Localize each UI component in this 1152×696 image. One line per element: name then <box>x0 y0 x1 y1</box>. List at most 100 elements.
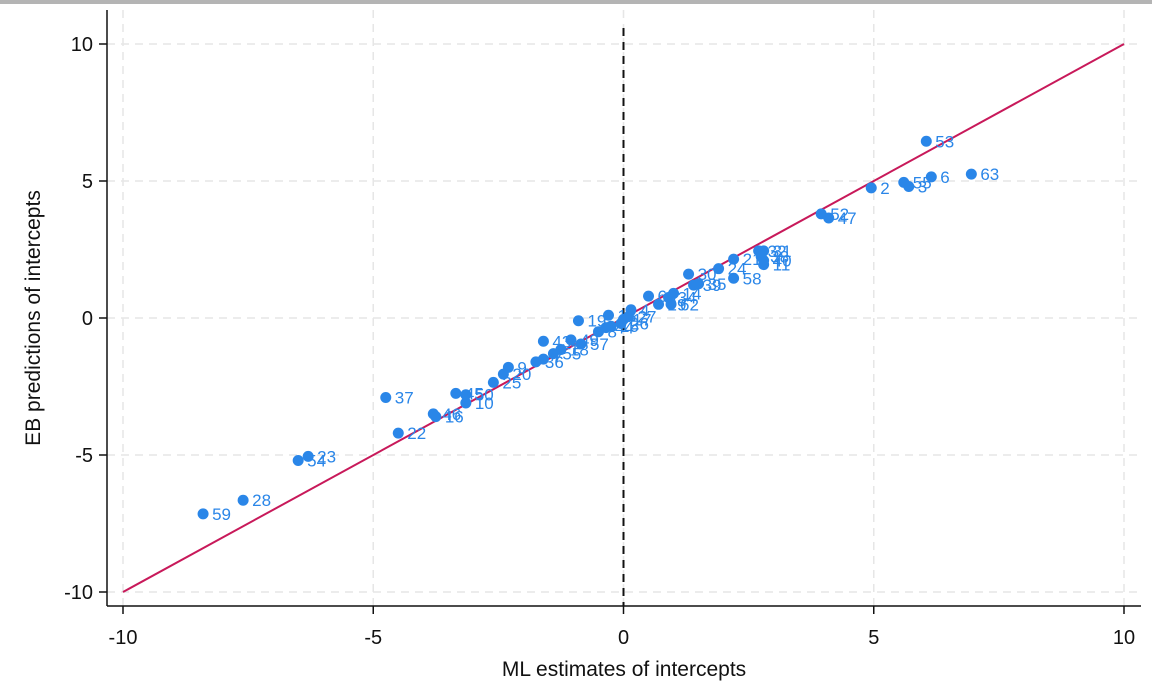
point-label: 10 <box>475 394 494 413</box>
point-label: 53 <box>935 132 954 151</box>
data-point <box>555 344 567 356</box>
point-labels: 5928542322374616455010259203674355184957… <box>212 132 999 524</box>
point-label: 14 <box>683 284 702 303</box>
point-label: 37 <box>395 388 414 407</box>
point-label: 59 <box>212 505 231 524</box>
point-label: 2 <box>880 179 889 198</box>
point-label: 6 <box>940 168 949 187</box>
point-label: 55 <box>913 173 932 192</box>
data-point <box>602 309 614 321</box>
point-label: 18 <box>570 341 589 360</box>
point-label: 62 <box>680 295 699 314</box>
data-point <box>865 182 877 194</box>
data-point <box>450 387 462 399</box>
point-label: 36 <box>545 353 564 372</box>
data-point <box>728 253 740 265</box>
data-point <box>487 376 499 388</box>
point-label: 57 <box>590 335 609 354</box>
data-point <box>920 135 932 147</box>
point-label: 34 <box>678 288 697 307</box>
data-point <box>965 168 977 180</box>
point-label: 29 <box>668 295 687 314</box>
point-label: 23 <box>317 447 336 466</box>
data-point <box>758 259 770 271</box>
x-tick-labels: -10 -5 0 5 10 <box>109 627 1136 649</box>
data-points <box>197 135 977 520</box>
top-border <box>0 0 1152 4</box>
point-label: 11 <box>773 256 791 275</box>
point-label: 44 <box>615 319 634 338</box>
point-label: 30 <box>698 265 717 284</box>
point-label: 31 <box>773 242 792 261</box>
point-label: 50 <box>475 386 494 405</box>
point-label: 54 <box>307 451 326 470</box>
point-label: 8 <box>607 323 616 342</box>
data-point <box>728 272 740 284</box>
data-point <box>925 171 937 183</box>
point-label: 22 <box>407 424 426 443</box>
x-tick-label: 0 <box>618 627 629 649</box>
data-point <box>197 508 209 520</box>
data-point <box>237 494 249 506</box>
data-point <box>460 397 472 409</box>
x-tick-label: -5 <box>364 627 382 649</box>
point-label: 35 <box>708 275 727 294</box>
data-point <box>605 320 617 332</box>
point-label: 26 <box>630 314 649 333</box>
data-point <box>460 389 472 401</box>
point-label: 9 <box>517 358 526 377</box>
data-point <box>380 391 392 403</box>
point-label: 32 <box>768 242 787 261</box>
point-label: 27 <box>638 308 657 327</box>
data-point <box>575 338 587 350</box>
y-tick-label: 5 <box>82 171 93 193</box>
point-label: 40 <box>773 251 792 270</box>
y-axis-title: EB predictions of intercepts <box>22 190 45 446</box>
point-label: 19 <box>587 312 606 331</box>
data-point <box>497 368 509 380</box>
data-point <box>625 304 637 316</box>
point-label: 63 <box>980 165 999 184</box>
point-label: 52 <box>830 205 849 224</box>
point-label: 17 <box>633 310 652 329</box>
y-tick-label: 0 <box>82 308 93 330</box>
data-point <box>653 298 665 310</box>
point-label: 46 <box>442 405 461 424</box>
point-label: 45 <box>465 384 484 403</box>
data-point <box>302 450 314 462</box>
point-label: 16 <box>445 408 464 427</box>
point-label: 38 <box>770 247 789 266</box>
x-tick-label: 10 <box>1113 627 1135 649</box>
point-label: 47 <box>838 209 857 228</box>
y-tick-label: 10 <box>71 34 93 56</box>
point-label: 49 <box>580 331 599 350</box>
data-point <box>683 268 695 280</box>
data-point <box>537 353 549 365</box>
point-label: 25 <box>502 373 521 392</box>
point-label: 7 <box>552 350 561 369</box>
point-label: 39 <box>703 276 722 295</box>
point-label: 58 <box>743 269 762 288</box>
point-label: 43 <box>552 332 571 351</box>
data-point <box>292 454 304 466</box>
point-label: 55 <box>562 345 581 364</box>
data-point <box>643 290 655 302</box>
x-axis-title: ML estimates of intercepts <box>502 658 746 681</box>
point-label: 15 <box>620 317 639 336</box>
data-point <box>823 212 835 224</box>
point-label: 20 <box>512 365 531 384</box>
point-label: 3 <box>918 177 927 196</box>
point-label: 28 <box>252 491 271 510</box>
data-point <box>430 411 442 423</box>
point-label: 21 <box>743 250 762 269</box>
point-label: 24 <box>728 260 747 279</box>
y-tick-label: -5 <box>75 445 93 467</box>
data-point <box>668 287 680 299</box>
point-label: 13 <box>617 306 636 325</box>
data-point <box>693 278 705 290</box>
data-point <box>903 180 915 192</box>
x-tick-label: 5 <box>868 627 879 649</box>
data-point <box>537 335 549 347</box>
y-tick-labels: -10 -5 0 5 10 <box>64 34 93 604</box>
